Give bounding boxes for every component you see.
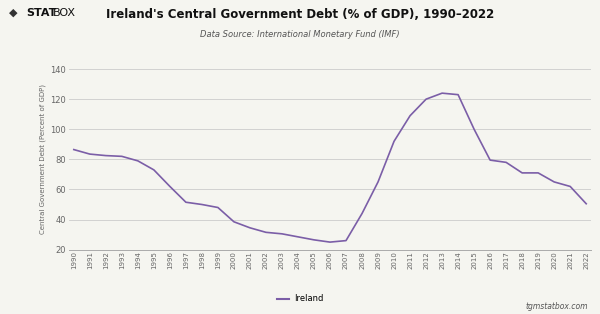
Text: Ireland's Central Government Debt (% of GDP), 1990–2022: Ireland's Central Government Debt (% of … — [106, 8, 494, 21]
Text: ◆: ◆ — [9, 8, 17, 18]
Text: tgmstatbox.com: tgmstatbox.com — [526, 302, 588, 311]
Legend: Ireland: Ireland — [274, 291, 326, 307]
Text: Data Source: International Monetary Fund (IMF): Data Source: International Monetary Fund… — [200, 30, 400, 39]
Text: BOX: BOX — [53, 8, 76, 18]
Y-axis label: Central Government Debt (Percent of GDP): Central Government Debt (Percent of GDP) — [40, 84, 46, 234]
Text: STAT: STAT — [26, 8, 56, 18]
